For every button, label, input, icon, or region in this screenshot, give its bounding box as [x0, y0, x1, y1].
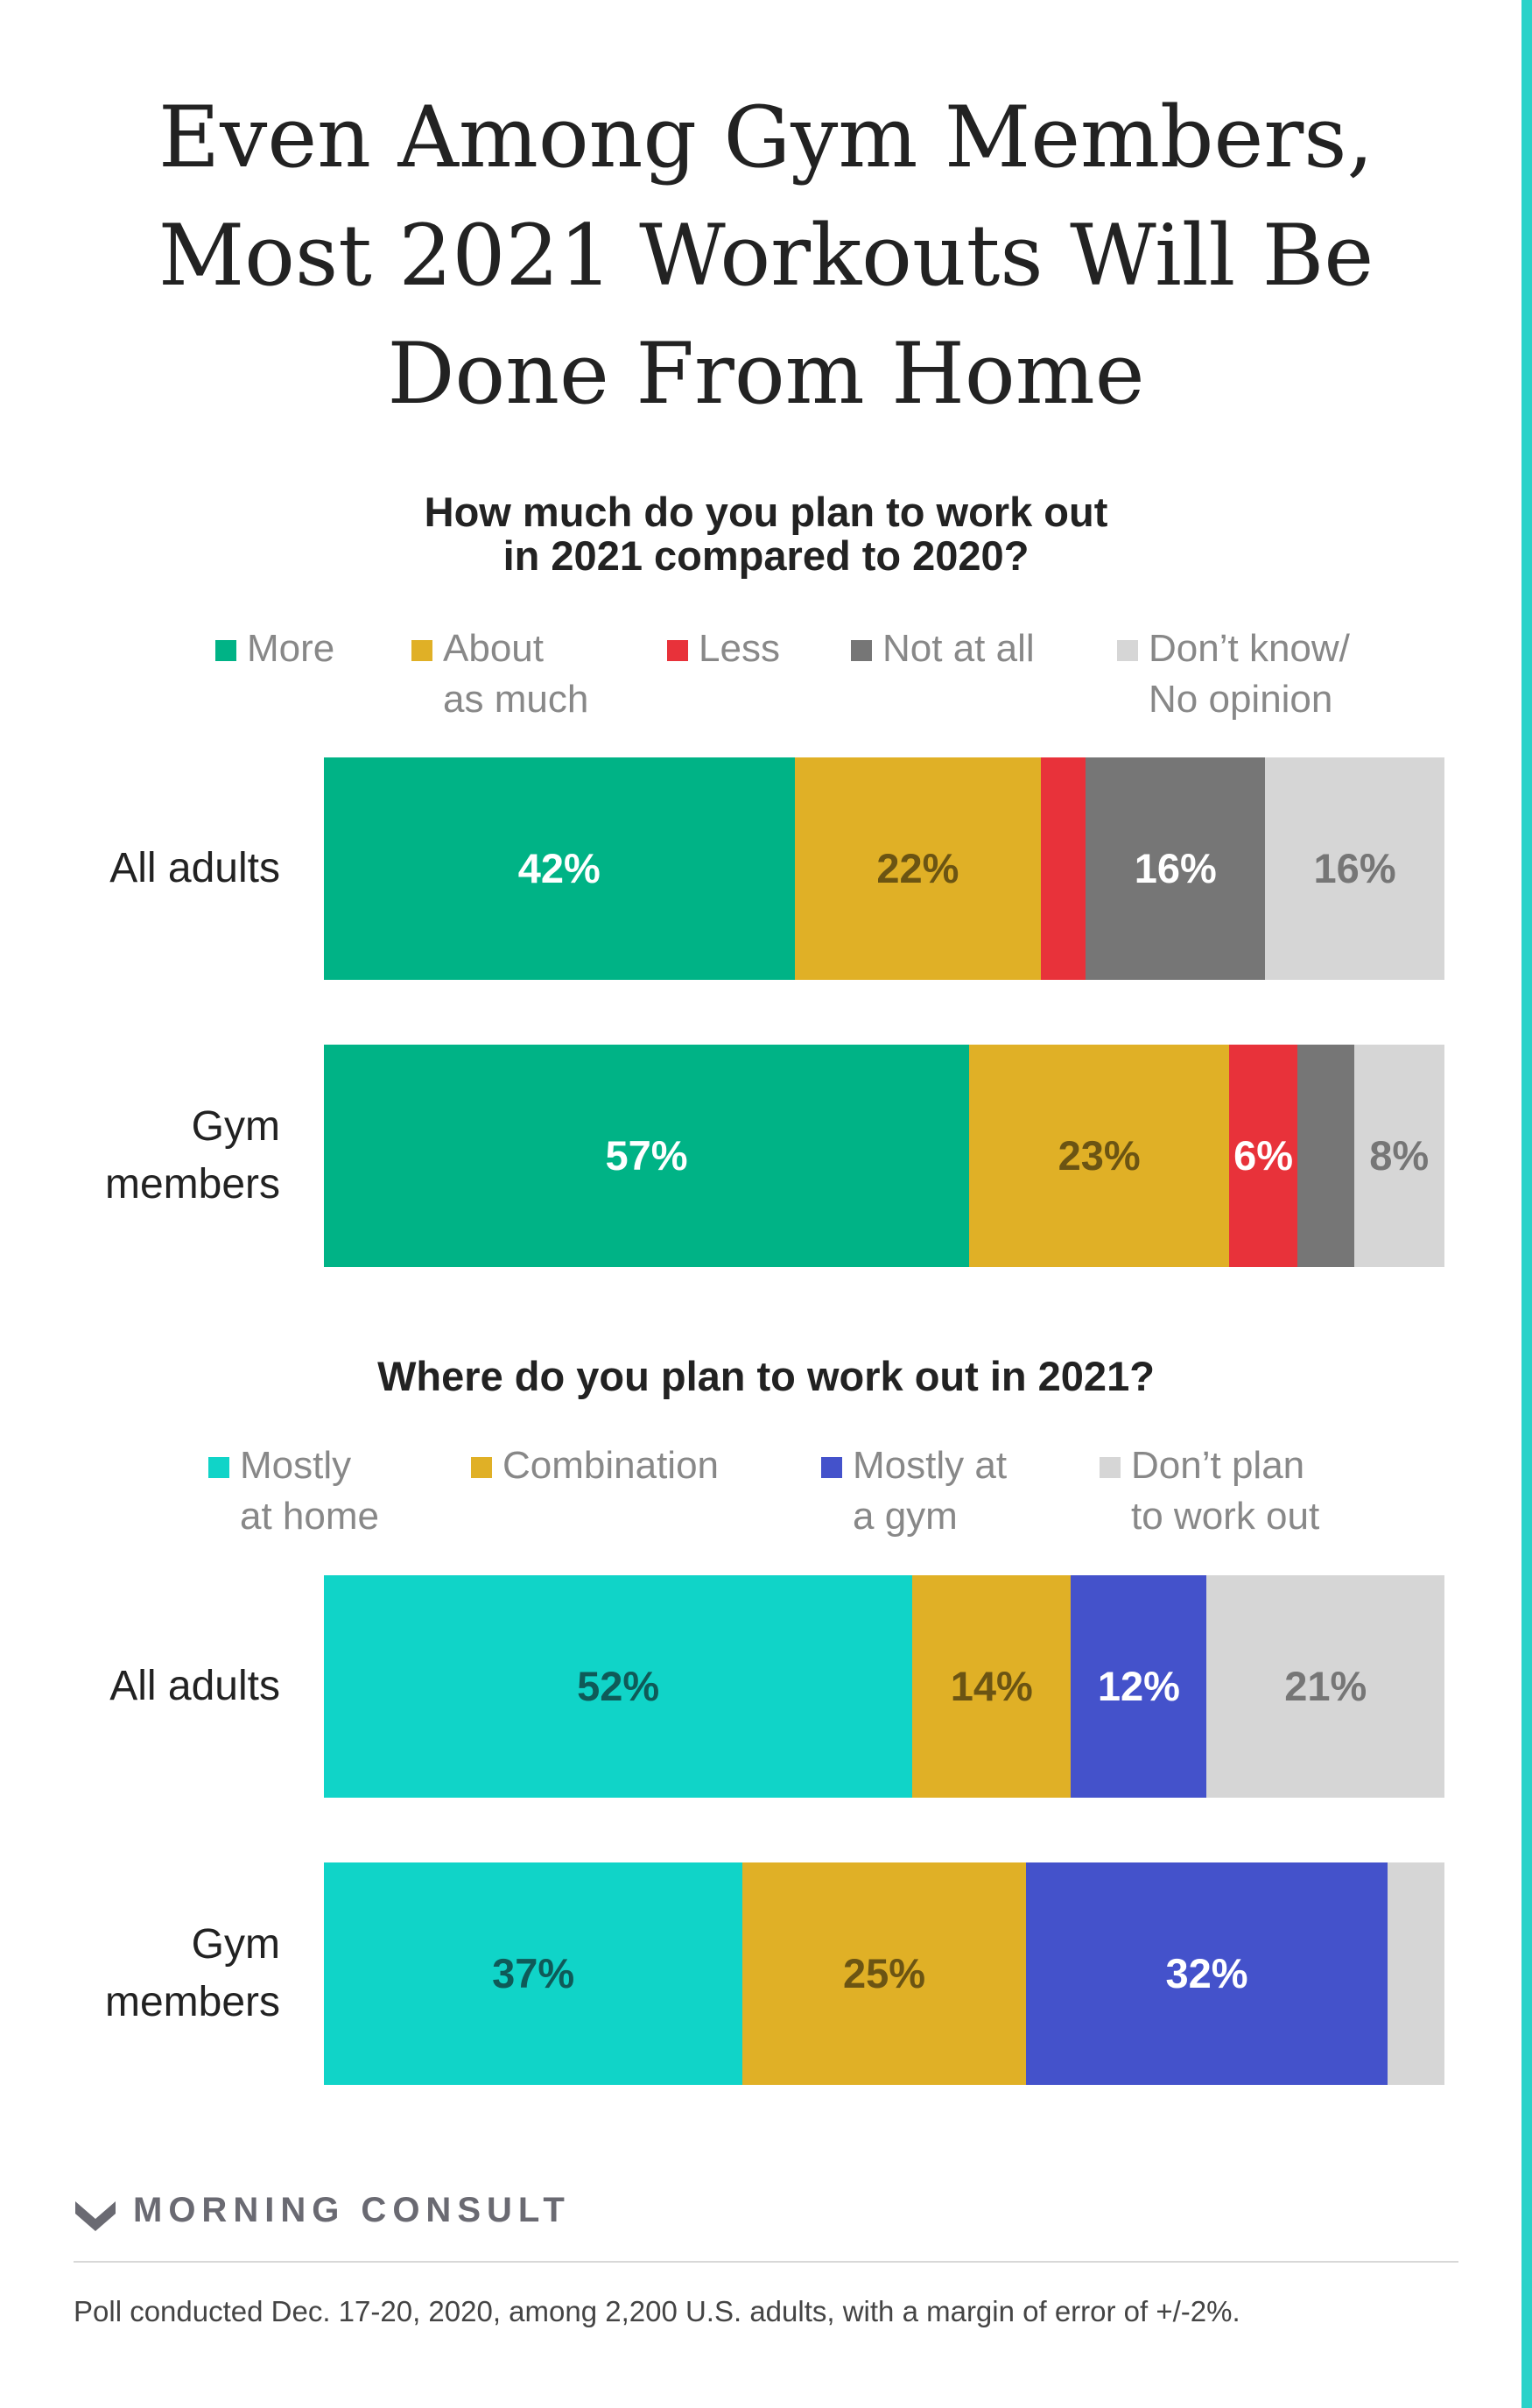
footnote: Poll conducted Dec. 17-20, 2020, among 2…: [74, 2295, 1240, 2327]
data-label: 6%: [1233, 1132, 1294, 1179]
legend-label: Less: [699, 627, 780, 670]
data-label: 52%: [577, 1663, 660, 1709]
bar-segment: [1206, 1575, 1444, 1798]
legend-label: Mostly at home: [240, 1444, 379, 1538]
data-label: 37%: [492, 1950, 575, 1996]
brand-name: MORNING CONSULT: [133, 2191, 571, 2229]
bar-segment: [1041, 757, 1086, 980]
row-label: Gym members: [104, 1103, 280, 1208]
bar-segment: [1388, 1862, 1444, 2085]
row-label: Gym members: [104, 1921, 280, 2025]
data-label: 16%: [1134, 845, 1217, 891]
legend-label: More: [247, 627, 335, 670]
data-label: 32%: [1165, 1950, 1248, 1996]
legend-swatch: [1117, 640, 1138, 661]
bar-segment: [794, 757, 1042, 980]
bar-segment: [968, 1045, 1230, 1267]
bar-segment: [1025, 1862, 1388, 2085]
data-label: 22%: [876, 845, 959, 891]
legend-swatch: [215, 640, 236, 661]
legend-label: About as much: [443, 627, 589, 721]
legend-label: Don’t know/ No opinion: [1149, 627, 1350, 721]
morning-consult-logo-icon: [75, 2201, 116, 2231]
bar-segment: [742, 1862, 1026, 2085]
data-label: 42%: [517, 845, 601, 891]
bar-segment: [1071, 1575, 1207, 1798]
legend-label: Not at all: [882, 627, 1035, 670]
bar-segment: [912, 1575, 1072, 1798]
data-label: 16%: [1313, 845, 1396, 891]
legend-swatch: [851, 640, 872, 661]
bar-segment: [324, 1045, 969, 1267]
data-label: 25%: [842, 1950, 926, 1996]
legend-swatch: [471, 1457, 492, 1478]
accent-strip: [1521, 0, 1532, 2408]
legend-swatch: [1100, 1457, 1121, 1478]
row-label: All adults: [109, 1663, 280, 1709]
data-label: 23%: [1058, 1132, 1141, 1179]
row-label: All adults: [109, 845, 280, 891]
bar-segment: [1086, 757, 1266, 980]
legend-swatch: [821, 1457, 842, 1478]
legend-swatch: [667, 640, 688, 661]
bar-segment: [1297, 1045, 1354, 1267]
legend-swatch: [411, 640, 432, 661]
bar-segment: [324, 1862, 743, 2085]
data-label: 21%: [1284, 1663, 1367, 1709]
legend-label: Don’t plan to work out: [1131, 1444, 1320, 1538]
chart-question-2: Where do you plan to work out in 2021?: [377, 1353, 1155, 1399]
legend-label: Combination: [502, 1444, 720, 1487]
chart-question-1: How much do you plan to work out in 2021 …: [424, 489, 1108, 579]
data-label: 8%: [1369, 1132, 1430, 1179]
bar-segment: [324, 757, 795, 980]
data-label: 12%: [1097, 1663, 1180, 1709]
bar-segment: [1353, 1045, 1444, 1267]
bar-segment: [1229, 1045, 1297, 1267]
divider: [74, 2261, 1458, 2263]
legend-swatch: [208, 1457, 229, 1478]
bar-segment: [1265, 757, 1444, 980]
bar-segment: [324, 1575, 913, 1798]
data-label: 57%: [605, 1132, 688, 1179]
chart-title: Even Among Gym Members, Most 2021 Workout…: [158, 88, 1374, 423]
data-label: 14%: [950, 1663, 1033, 1709]
legend-label: Mostly at a gym: [853, 1444, 1008, 1538]
